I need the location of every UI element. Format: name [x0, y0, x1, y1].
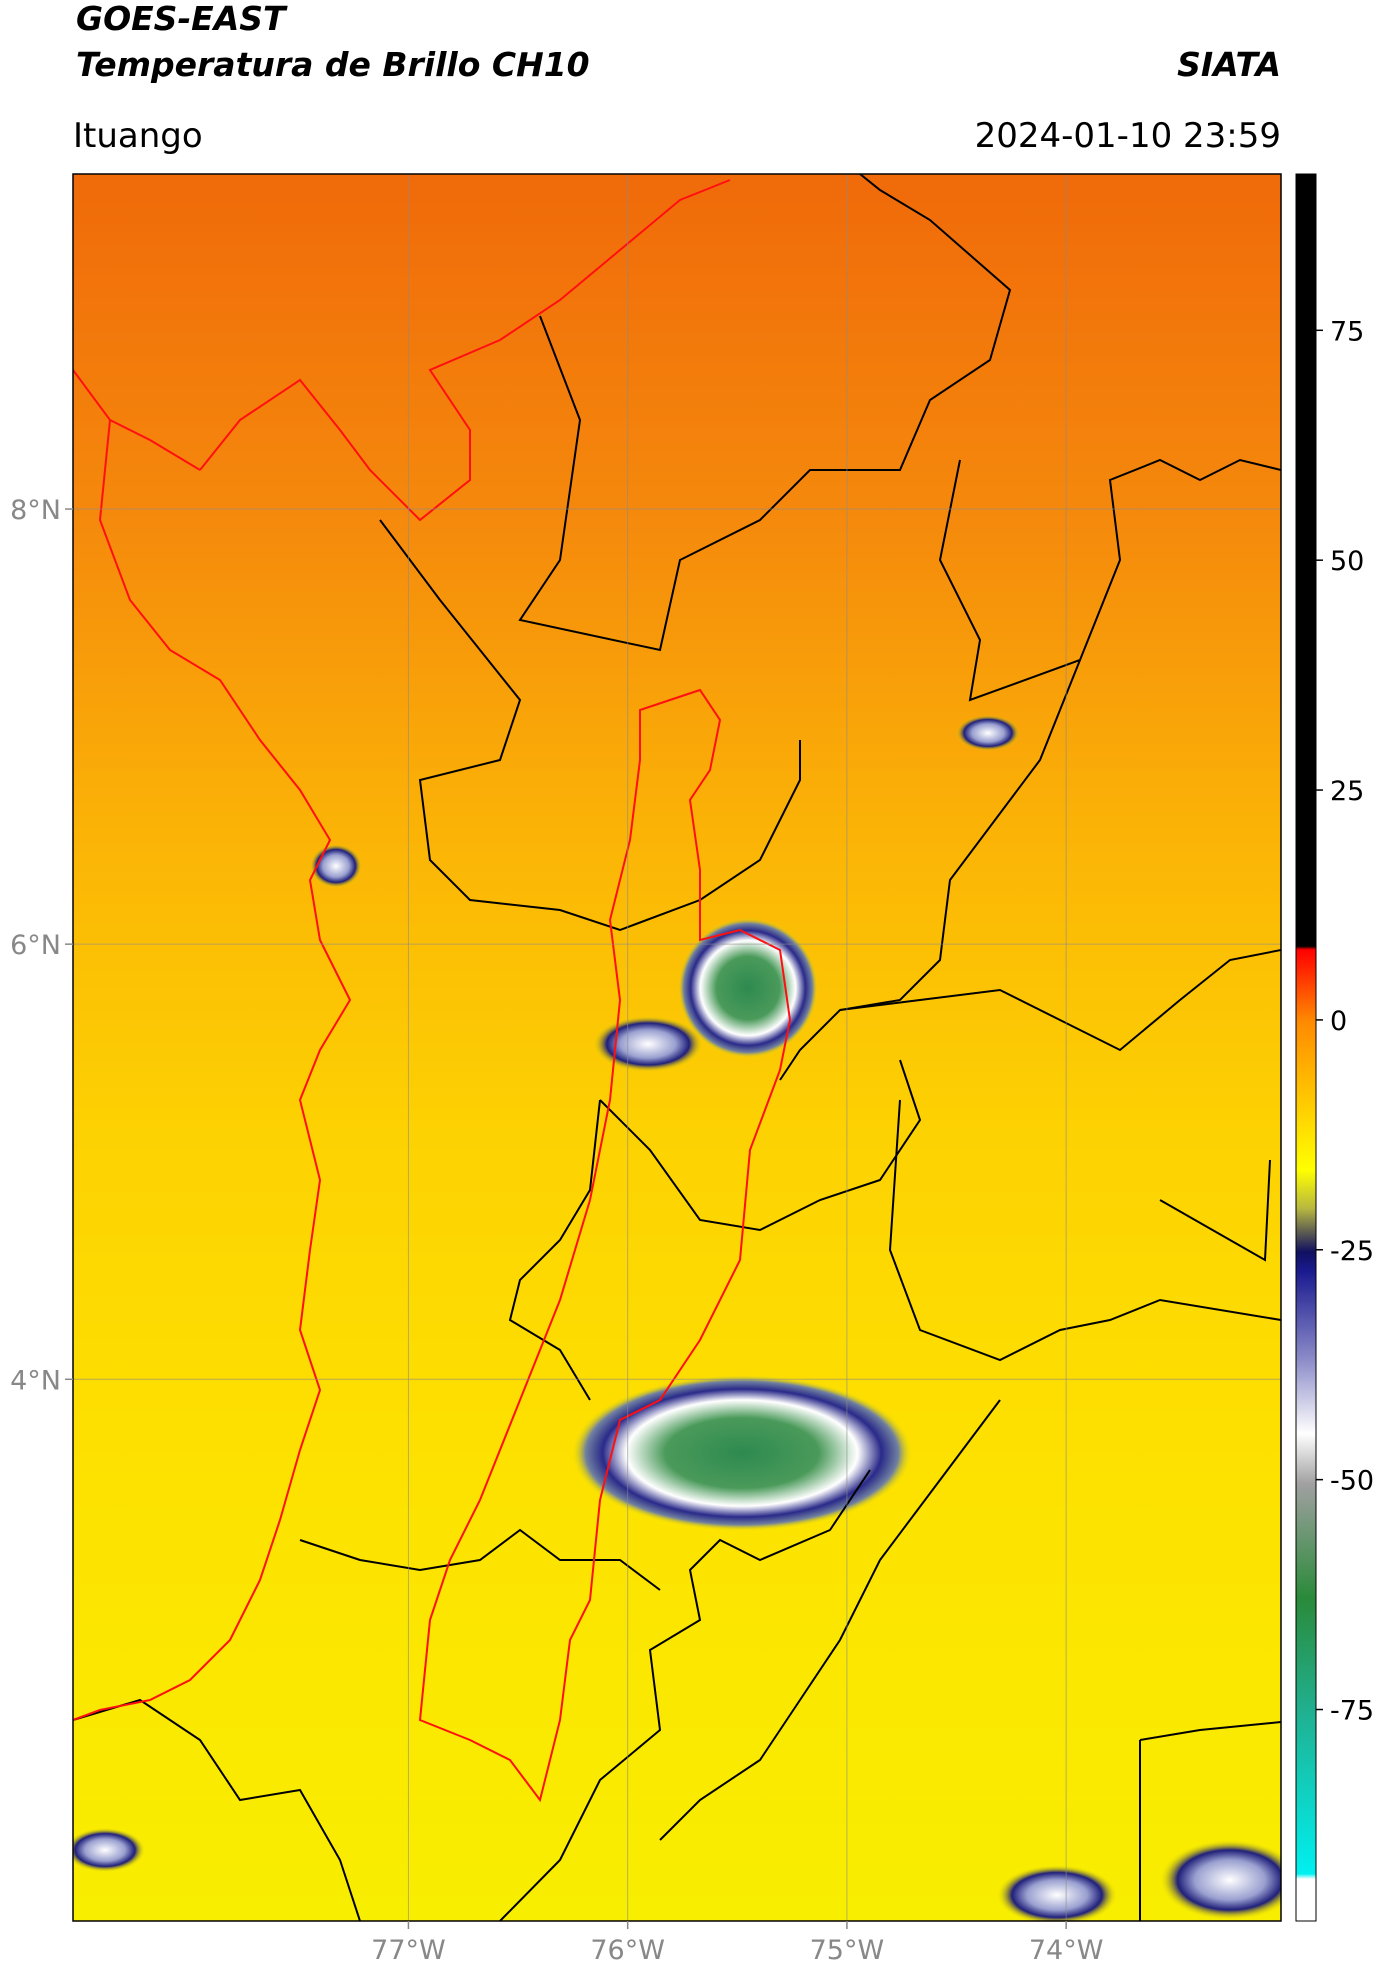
map-frame — [72, 173, 1282, 1922]
colorbar-tick-label: 25 — [1330, 776, 1364, 807]
y-tick-label: 8°N — [10, 495, 61, 526]
title: GOES-EAST — [76, 0, 288, 38]
x-tick-label: 74°W — [1029, 1935, 1104, 1966]
colorbar-tick-label: 75 — [1330, 316, 1364, 347]
datetime: 2024-01-10 23:59 — [975, 116, 1281, 156]
colorbar-tick-label: -75 — [1330, 1696, 1374, 1727]
location: Ituango — [73, 116, 203, 156]
colorbar-tick-label: -50 — [1330, 1466, 1374, 1497]
colorbar-tick-label: 50 — [1330, 546, 1364, 577]
colorbar — [1295, 173, 1317, 1922]
map-field — [73, 174, 1281, 1921]
subtitle: Temperatura de Brillo CH10 — [76, 45, 590, 84]
map-grid — [73, 174, 1281, 1921]
colorbar-tick-label: 0 — [1330, 1006, 1347, 1037]
colorbar-tick-label: -25 — [1330, 1236, 1374, 1267]
org: SIATA — [1177, 45, 1281, 84]
x-tick-label: 77°W — [371, 1935, 446, 1966]
y-tick-label: 6°N — [10, 930, 61, 961]
x-tick-label: 76°W — [590, 1935, 665, 1966]
y-tick-label: 4°N — [10, 1365, 61, 1396]
x-tick-label: 75°W — [810, 1935, 885, 1966]
